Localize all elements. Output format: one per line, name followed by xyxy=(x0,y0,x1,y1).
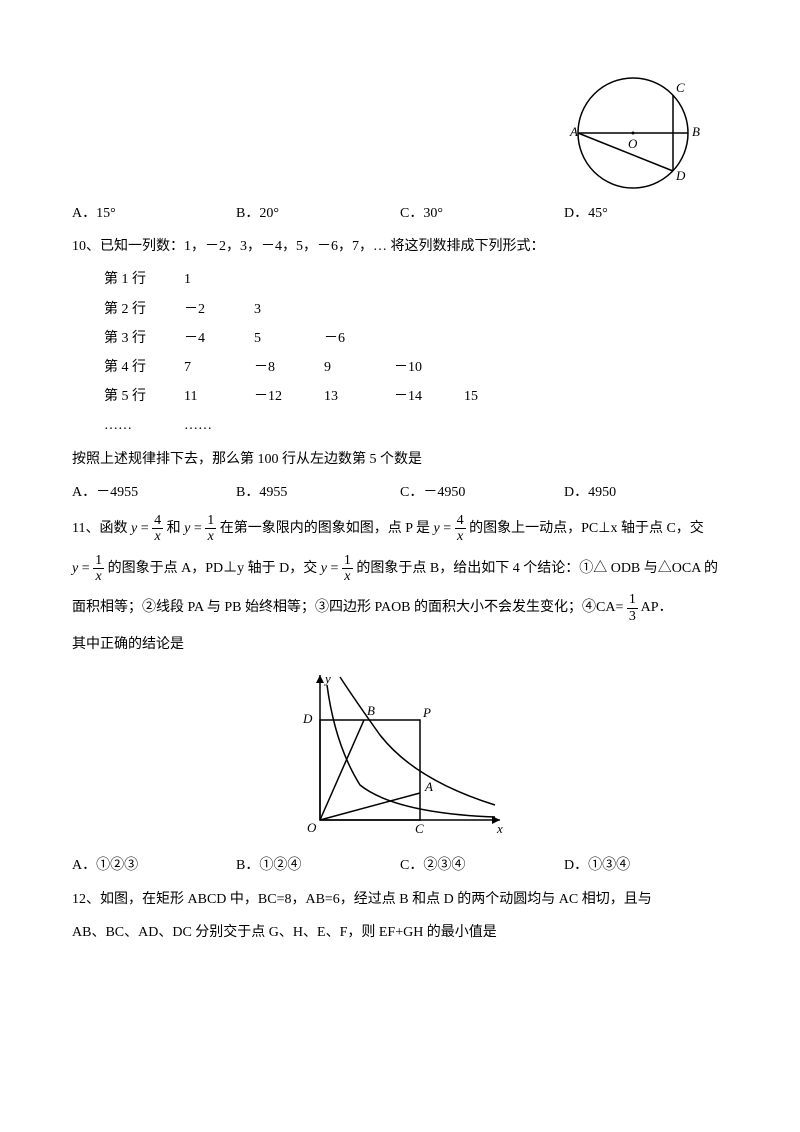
label-p: P xyxy=(422,705,431,720)
q9-options: A．15° B．20° C．30° D．45° xyxy=(72,201,728,226)
label-x: x xyxy=(496,821,503,836)
label-a: A xyxy=(424,779,433,794)
label-a: A xyxy=(569,124,578,139)
text: 的图象于点 B，给出如下 4 个结论：①△ ODB 与△OCA 的 xyxy=(353,561,718,576)
q10-option-d: D．4950 xyxy=(564,480,728,505)
table-row: 第 3 行 －4 5 －6 xyxy=(104,326,728,351)
row-label: …… xyxy=(104,413,184,438)
row-label: 第 4 行 xyxy=(104,355,184,380)
frac-1-x: 1x xyxy=(205,513,216,545)
q11-line2: y = 1x 的图象于点 A，PD⊥y 轴于 D，交 y = 1x 的图象于点 … xyxy=(72,553,728,585)
num-cell: 3 xyxy=(254,297,324,322)
q11-option-b: B．①②④ xyxy=(236,853,400,878)
q9-option-a: A．15° xyxy=(72,201,236,226)
q10-options: A．－4955 B．4955 C．－4950 D．4950 xyxy=(72,480,728,505)
num-cell: 13 xyxy=(324,384,394,409)
q10-option-a: A．－4955 xyxy=(72,480,236,505)
label-o: O xyxy=(628,136,638,151)
num-cell: －2 xyxy=(184,297,254,322)
eq: = xyxy=(327,561,342,576)
eq: = xyxy=(440,521,455,536)
q12-line2: AB、BC、AD、DC 分别交于点 G、H、E、F，则 EF+GH 的最小值是 xyxy=(72,920,728,945)
q11-option-c: C．②③④ xyxy=(400,853,564,878)
label-d: D xyxy=(675,168,686,183)
text: 和 xyxy=(163,521,184,536)
num-cell: …… xyxy=(184,413,254,438)
num-cell: 5 xyxy=(254,326,324,351)
label-o: O xyxy=(307,820,317,835)
row-label: 第 5 行 xyxy=(104,384,184,409)
row-label: 第 2 行 xyxy=(104,297,184,322)
q10-tail: 按照上述规律排下去，那么第 100 行从左边数第 5 个数是 xyxy=(72,447,728,472)
num-cell: 9 xyxy=(324,355,394,380)
text: 面积相等；②线段 PA 与 PB 始终相等；③四边形 PAOB 的面积大小不会发… xyxy=(72,601,627,616)
row-label: 第 1 行 xyxy=(104,267,184,292)
label-y: y xyxy=(323,671,331,686)
frac-4-x: 4x xyxy=(152,513,163,545)
q10-option-b: B．4955 xyxy=(236,480,400,505)
num-cell: 11 xyxy=(184,384,254,409)
text: 在第一象限内的图象如图，点 P 是 xyxy=(216,521,433,536)
num-cell: －14 xyxy=(394,384,464,409)
table-row: 第 1 行 1 xyxy=(104,267,728,292)
text: 11、函数 xyxy=(72,521,131,536)
num-cell: －10 xyxy=(394,355,464,380)
eq: = xyxy=(78,561,93,576)
q11-graph-figure: O y x D B P A C xyxy=(72,665,728,845)
q9-option-d: D．45° xyxy=(564,201,728,226)
label-c: C xyxy=(415,821,424,836)
label-d: D xyxy=(302,711,313,726)
q9-circle-figure: A B C D O xyxy=(72,68,708,193)
frac-4-x: 4x xyxy=(455,513,466,545)
num-cell: －6 xyxy=(324,326,394,351)
frac-1-x: 1x xyxy=(93,553,104,585)
num-cell: －4 xyxy=(184,326,254,351)
q11-option-a: A．①②③ xyxy=(72,853,236,878)
q10-triangle-table: 第 1 行 1 第 2 行 －2 3 第 3 行 －4 5 －6 第 4 行 7… xyxy=(104,267,728,438)
num-cell: 1 xyxy=(184,267,254,292)
num-cell: －12 xyxy=(254,384,324,409)
q10-intro: 10、已知一列数：1，－2，3，－4，5，－6，7，… 将这列数排成下列形式： xyxy=(72,234,728,259)
frac-1-3: 13 xyxy=(627,592,638,624)
text: 的图象上一动点，PC⊥x 轴于点 C，交 xyxy=(466,521,704,536)
q10-option-c: C．－4950 xyxy=(400,480,564,505)
q12-line1: 12、如图，在矩形 ABCD 中，BC=8，AB=6，经过点 B 和点 D 的两… xyxy=(72,887,728,912)
num-cell: 15 xyxy=(464,384,534,409)
q11-options: A．①②③ B．①②④ C．②③④ D．①③④ xyxy=(72,853,728,878)
table-row: 第 2 行 －2 3 xyxy=(104,297,728,322)
text: AP． xyxy=(638,601,673,616)
row-label: 第 3 行 xyxy=(104,326,184,351)
q11-line4: 其中正确的结论是 xyxy=(72,632,728,657)
frac-1-x: 1x xyxy=(342,553,353,585)
num-cell: 7 xyxy=(184,355,254,380)
q11-option-d: D．①③④ xyxy=(564,853,728,878)
label-b: B xyxy=(692,124,700,139)
q9-option-b: B．20° xyxy=(236,201,400,226)
graph-svg: O y x D B P A C xyxy=(285,665,515,845)
circle-svg: A B C D O xyxy=(558,68,708,193)
eq: = xyxy=(190,521,205,536)
q11-line1: 11、函数 y = 4x 和 y = 1x 在第一象限内的图象如图，点 P 是 … xyxy=(72,513,728,545)
num-cell: －8 xyxy=(254,355,324,380)
text: 的图象于点 A，PD⊥y 轴于 D，交 xyxy=(104,561,321,576)
q11-line3: 面积相等；②线段 PA 与 PB 始终相等；③四边形 PAOB 的面积大小不会发… xyxy=(72,592,728,624)
q9-option-c: C．30° xyxy=(400,201,564,226)
eq: = xyxy=(137,521,152,536)
table-row: 第 4 行 7 －8 9 －10 xyxy=(104,355,728,380)
table-row: …… …… xyxy=(104,413,728,438)
table-row: 第 5 行 11 －12 13 －14 15 xyxy=(104,384,728,409)
label-c: C xyxy=(676,80,685,95)
label-b: B xyxy=(367,703,375,718)
